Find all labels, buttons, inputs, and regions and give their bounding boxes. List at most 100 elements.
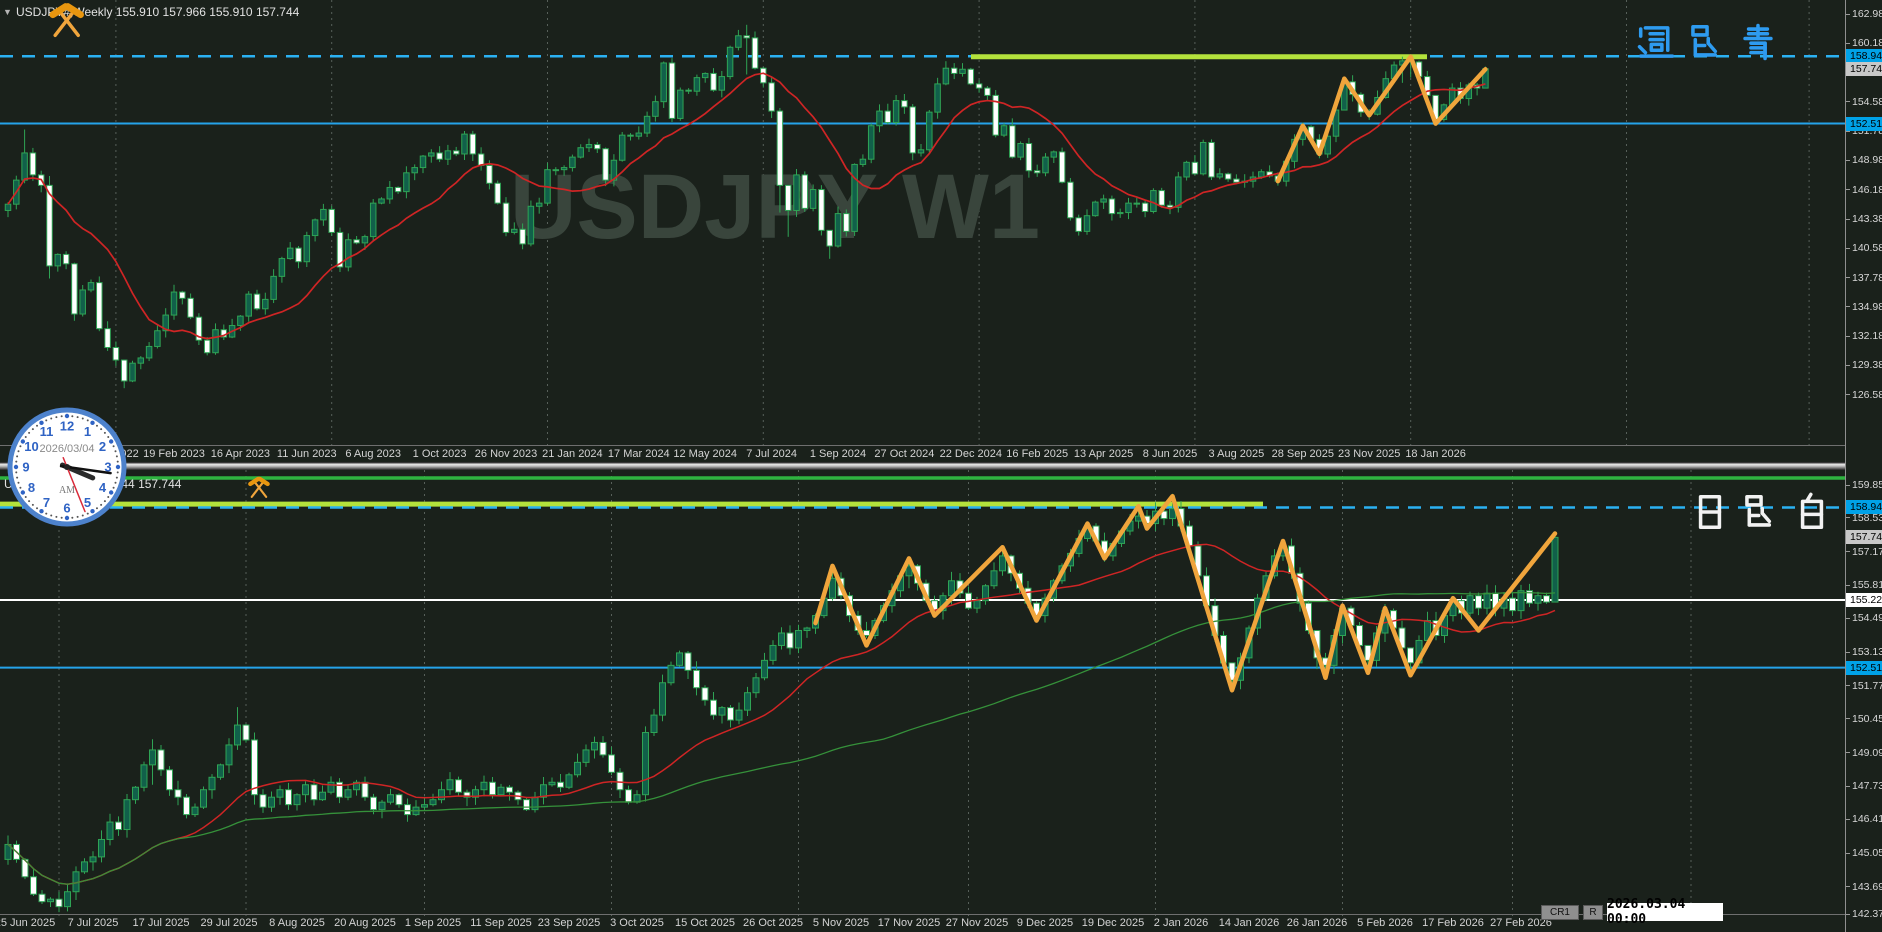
price-tag: 152.510 bbox=[1846, 116, 1882, 131]
candle-body bbox=[786, 632, 794, 649]
candle-body bbox=[778, 632, 785, 646]
weekly-chart-title: USDJPY#,Weekly 155.910 157.966 155.910 1… bbox=[16, 5, 300, 19]
candle-body bbox=[64, 891, 71, 908]
clock-tick bbox=[112, 486, 115, 489]
clock-center-pin bbox=[64, 464, 70, 470]
clock-numeral: 10 bbox=[24, 439, 38, 454]
candle-body bbox=[486, 164, 493, 184]
candle-body bbox=[1224, 173, 1232, 180]
candle-body bbox=[129, 362, 136, 382]
crossed-hammers-icon[interactable] bbox=[246, 476, 274, 502]
candle-body bbox=[744, 692, 751, 711]
kanji-glyph-haku bbox=[1800, 492, 1824, 530]
candle-body bbox=[667, 664, 675, 684]
clock-tick bbox=[15, 471, 18, 474]
candle-body bbox=[242, 724, 250, 741]
zigzag-overlay[interactable] bbox=[813, 493, 1558, 693]
price-tick: 147.730 bbox=[1846, 780, 1882, 792]
candle-body bbox=[859, 158, 867, 165]
candle-body bbox=[259, 794, 267, 808]
clock-tick bbox=[24, 436, 27, 439]
candle-body bbox=[212, 329, 219, 354]
candle-body bbox=[942, 67, 950, 85]
candle-body bbox=[1466, 595, 1474, 614]
date-label: 1 Oct 2023 bbox=[412, 448, 467, 460]
cr1-button[interactable]: CR1 bbox=[1541, 905, 1579, 920]
price-tick: 154.580 bbox=[1846, 96, 1882, 108]
price-tick: 160.180 bbox=[1846, 37, 1882, 49]
candle-body bbox=[378, 198, 385, 204]
candle-body bbox=[234, 724, 241, 746]
candle-body bbox=[618, 134, 626, 161]
candle-body bbox=[701, 687, 709, 701]
candle-body bbox=[784, 184, 792, 211]
clock-tick bbox=[71, 415, 74, 418]
candle-body bbox=[1009, 125, 1016, 158]
date-label: 26 Nov 2023 bbox=[474, 448, 538, 460]
chart-splitter-handle[interactable] bbox=[0, 462, 1882, 470]
price-tick: 129.380 bbox=[1846, 359, 1882, 371]
candle-body bbox=[132, 786, 139, 801]
candle-body bbox=[560, 167, 568, 171]
candle-body bbox=[826, 229, 833, 247]
candle-body bbox=[905, 565, 913, 577]
clock-tick bbox=[100, 503, 103, 506]
candle-body bbox=[685, 89, 692, 92]
candle-body bbox=[1067, 181, 1074, 219]
date-label: 26 Oct 2025 bbox=[743, 917, 803, 929]
r-button[interactable]: R bbox=[1583, 905, 1603, 920]
candle-body bbox=[96, 282, 103, 330]
weekly-chart-pane[interactable]: USDJPY W1 bbox=[0, 0, 1845, 445]
daily-date-axis[interactable]: 25 Jun 2025 7 Jul 2025 17 Jul 2025 29 Jul 2… bbox=[0, 914, 1845, 932]
clock-tick bbox=[115, 455, 118, 458]
candle-body bbox=[428, 152, 435, 157]
candle-body bbox=[557, 781, 564, 788]
candle-body bbox=[237, 315, 244, 327]
candle-body bbox=[187, 297, 194, 318]
daily-chart-pane[interactable]: USDJPY D1 bbox=[0, 470, 1845, 917]
candle-body bbox=[627, 134, 634, 137]
clock-tick bbox=[50, 514, 53, 517]
crossed-hammers-icon[interactable] bbox=[46, 2, 88, 38]
ma-75-line bbox=[7, 591, 1556, 885]
price-axis[interactable]: 162.980160.180154.580151.780148.980146.1… bbox=[1845, 0, 1882, 932]
candle-body bbox=[106, 821, 114, 840]
clock-tick bbox=[95, 424, 98, 427]
candle-body bbox=[901, 100, 908, 108]
candle-body bbox=[1025, 143, 1033, 172]
candle-body bbox=[1116, 212, 1124, 215]
candle-body bbox=[174, 789, 182, 798]
candle-body bbox=[403, 172, 410, 193]
clock-tick bbox=[19, 486, 22, 489]
candle-body bbox=[494, 182, 501, 204]
clock-tick bbox=[103, 500, 106, 503]
chart-dropdown-icon[interactable]: ▼ bbox=[3, 7, 12, 17]
date-label: 19 Feb 2023 bbox=[143, 448, 205, 460]
candle-body bbox=[30, 876, 37, 895]
zigzag-overlay[interactable] bbox=[1275, 54, 1488, 184]
candle-body bbox=[718, 707, 726, 716]
candle-body bbox=[319, 791, 326, 801]
date-label: 3 Aug 2025 bbox=[1208, 448, 1265, 460]
candle-body bbox=[803, 627, 811, 632]
candle-body bbox=[999, 555, 1006, 572]
date-label: 5 Nov 2025 bbox=[812, 917, 870, 929]
candle-body bbox=[46, 184, 53, 267]
date-label: 23 Sep 2025 bbox=[537, 917, 601, 929]
date-label: 25 Jun 2025 bbox=[0, 917, 56, 929]
candle-body bbox=[438, 789, 445, 801]
date-label: 26 Jan 2026 bbox=[1286, 917, 1348, 929]
price-tick: 134.980 bbox=[1846, 301, 1882, 313]
clock-numeral: 6 bbox=[63, 501, 70, 516]
candle-body bbox=[81, 861, 88, 873]
date-label: 27 Oct 2024 bbox=[874, 448, 935, 460]
date-label: 15 Oct 2025 bbox=[675, 917, 735, 929]
candle-body bbox=[446, 779, 454, 791]
candle-body bbox=[1526, 590, 1533, 604]
candle-time-readout: 2026.03.04 00:00 bbox=[1607, 897, 1723, 927]
candle-body bbox=[652, 101, 659, 117]
symbol-watermark: USDJPY W1 bbox=[510, 156, 1040, 258]
candle-body bbox=[752, 677, 760, 694]
